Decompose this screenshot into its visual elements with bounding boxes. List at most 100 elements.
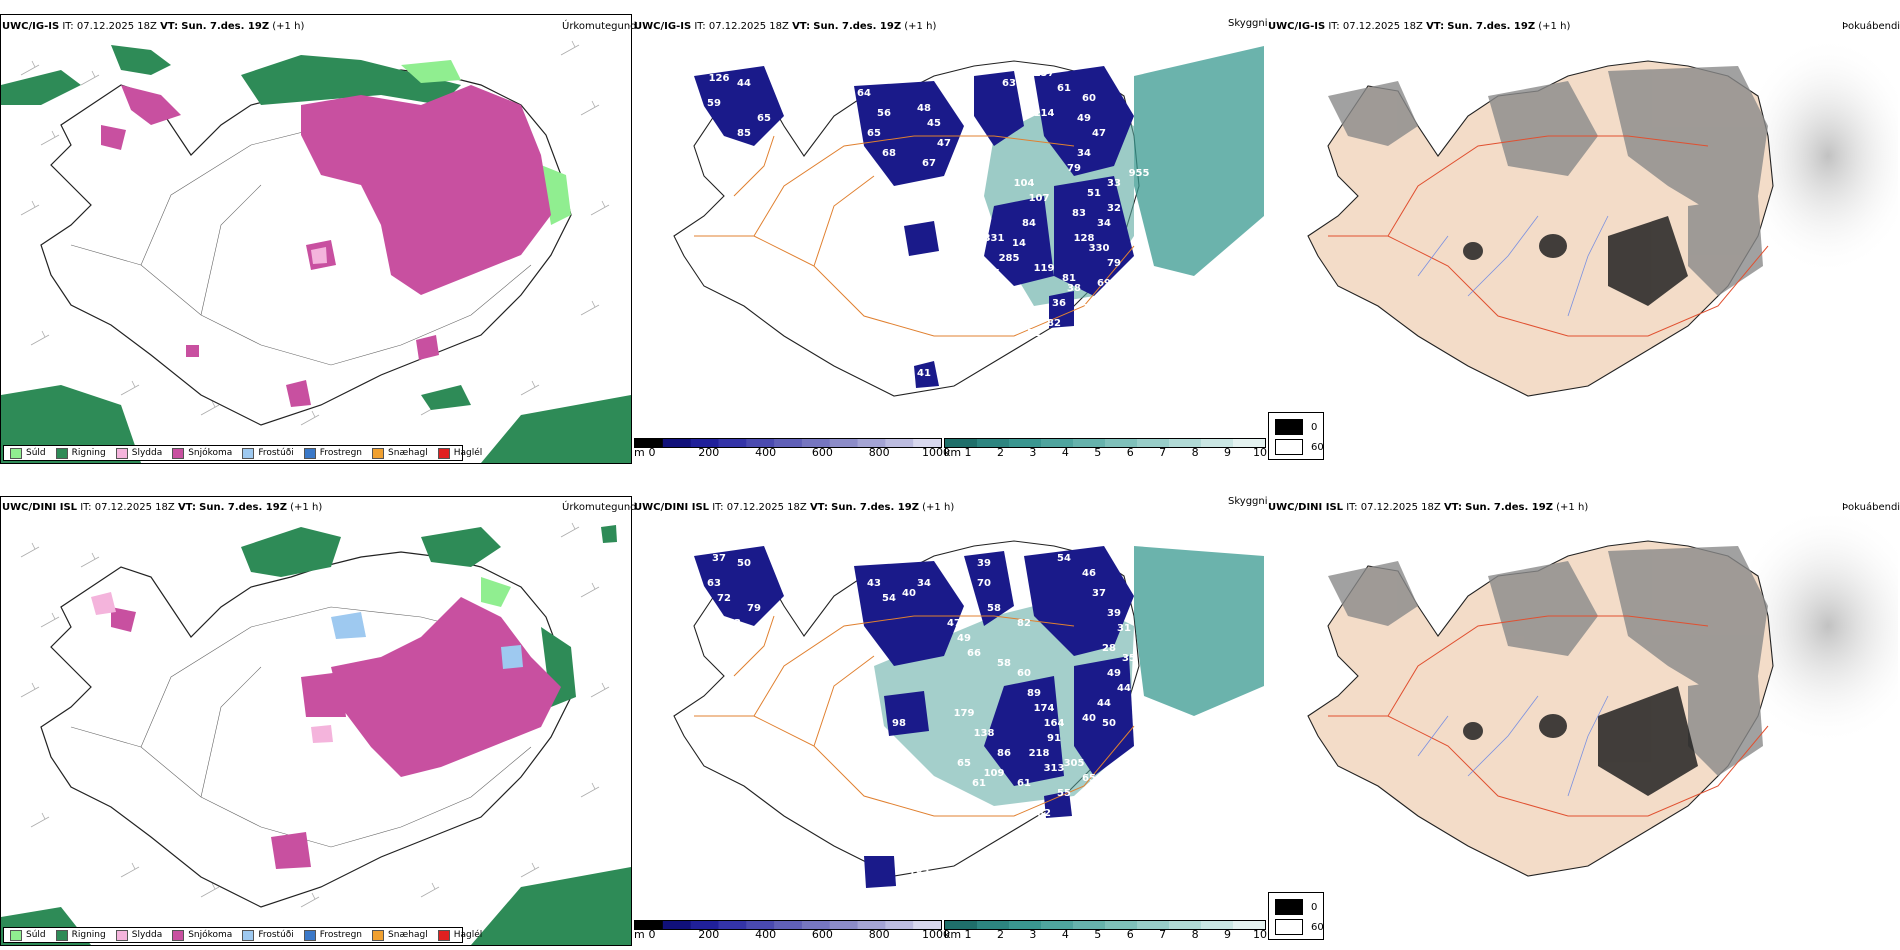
cloud-base-colorbar-top <box>634 438 942 448</box>
cloud-base-label: 61 <box>972 778 986 789</box>
fog-grey-areas <box>1328 66 1768 296</box>
colorbar-segment <box>1105 439 1138 447</box>
fog-haze <box>1738 36 1898 276</box>
colorbar-segment <box>977 439 1010 447</box>
colorbar-tick-label: 1 <box>964 446 972 459</box>
roads <box>1328 135 1769 337</box>
rivers <box>1417 215 1609 317</box>
cloud-base-label: 107 <box>1029 193 1050 204</box>
colorbar-segment <box>885 921 914 929</box>
legend-label: Frostregn <box>319 930 363 940</box>
cloud-base-label: 34 <box>1097 218 1111 229</box>
cloud-base-ticks: 0 200 400 600 800 1000 <box>634 446 951 460</box>
legend-item-rain: Rigning <box>55 929 106 941</box>
cloud-base-label: 79 <box>1107 258 1121 269</box>
cloud-base-label: 68 <box>882 148 896 159</box>
colorbar-tick-label: 8 <box>1191 446 1199 459</box>
cloud-base-label: 49 <box>1107 668 1121 679</box>
legend-label: Snjókoma <box>188 448 233 458</box>
fog-scale-value: 60 <box>1311 441 1324 453</box>
cloud-base-label: 36 <box>1052 298 1066 309</box>
cloud-title-bottom: Skyggni <box>1228 496 1268 507</box>
cloud-base-label: 60 <box>1017 668 1031 679</box>
legend-label: Súld <box>26 930 46 940</box>
cloud-base-label: 34 <box>917 578 931 589</box>
cloud-base-label: 66 <box>967 648 981 659</box>
legend-label: Haglél <box>453 930 483 940</box>
colorbar-tick-label: 1000 <box>922 446 950 459</box>
legend-item-freezing-drizzle: Frostúði <box>242 929 294 941</box>
colorbar-tick-label: 400 <box>755 446 777 459</box>
legend-swatch <box>172 929 185 941</box>
cloud-title-top: Skyggni <box>1228 18 1268 29</box>
colorbar-segment <box>1009 439 1042 447</box>
colorbar-segment <box>774 921 803 929</box>
visibility-field <box>1134 546 1264 716</box>
legend-item-sleet: Slydda <box>115 929 162 941</box>
legend-item-hail: Haglél <box>437 447 482 459</box>
cloud-base-label: 65 <box>757 113 771 124</box>
lead-time: (+1 h) <box>904 21 937 32</box>
cloud-base-label: 331 <box>984 233 1005 244</box>
colorbar-segment <box>857 921 886 929</box>
fog-scale-value: 0 <box>1311 421 1318 433</box>
init-time: IT: 07.12.2025 18Z <box>1328 21 1423 32</box>
cloud-base-label: 32 <box>1107 203 1121 214</box>
colorbar-tick-label: 5 <box>1094 446 1102 459</box>
lead-time: (+1 h) <box>272 21 305 32</box>
cloud-base-label: 44 <box>1097 698 1111 709</box>
cloud-base-label: 38 <box>1067 283 1081 294</box>
legend-item-snow-pellets: Snæhagl <box>372 929 428 941</box>
colorbar-tick-label: 0 <box>648 446 656 459</box>
colorbar-segment <box>1009 921 1042 929</box>
colorbar-segment <box>945 439 978 447</box>
init-time: IT: 07.12.2025 18Z <box>62 21 157 32</box>
cloud-base-label: 58 <box>997 658 1011 669</box>
colorbar-segment <box>1041 439 1074 447</box>
cloud-base-label: 83 <box>1072 208 1086 219</box>
legend-swatch <box>372 929 385 941</box>
rain-areas <box>1 45 631 463</box>
model-name: UWC/IG-IS <box>634 21 692 32</box>
visibility-unit: km <box>944 928 962 941</box>
precip-title-bottom: Úrkomutegund <box>562 502 637 513</box>
freezing-drizzle-areas <box>331 612 523 669</box>
legend-label: Frostregn <box>319 448 363 458</box>
cloud-base-label: 67 <box>922 158 936 169</box>
cloud-base-label: 49 <box>1077 113 1091 124</box>
colorbar-segment <box>1073 921 1106 929</box>
cloud-base-label: 45 <box>927 118 941 129</box>
cloud-base-label: 84 <box>1022 218 1036 229</box>
cloud-base-label: 330 <box>1089 243 1110 254</box>
legend-item-sleet: Slydda <box>115 447 162 459</box>
legend-item-drizzle: Súld <box>10 929 46 941</box>
colorbar-tick-label: 6 <box>1126 928 1134 941</box>
legend-swatch <box>303 447 316 459</box>
fog-scale-value: 0 <box>1311 901 1318 913</box>
colorbar-tick-label: 200 <box>698 446 720 459</box>
cloud-base-ticks: 0 200 400 600 800 1000 <box>634 928 951 942</box>
cloud-base-label: 70 <box>977 578 991 589</box>
visibility-field <box>1134 46 1264 276</box>
cloud-base-label: 955 <box>1129 168 1150 179</box>
legend-item-freezing-rain: Frostregn <box>303 929 363 941</box>
legend-label: Snæhagl <box>388 448 428 458</box>
colorbar-segment <box>635 439 664 447</box>
fog-map-top <box>1307 36 1898 397</box>
colorbar-tick-label: 600 <box>811 446 833 459</box>
valid-time-label: VT: <box>177 502 196 513</box>
legend-swatch <box>303 929 316 941</box>
sleet-areas <box>91 592 333 743</box>
colorbar-segment <box>746 439 775 447</box>
model-name: UWC/DINI ISL <box>1268 502 1344 513</box>
cloud-base-label: 56 <box>877 108 891 119</box>
colorbar-tick-label: 2 <box>996 928 1004 941</box>
colorbar-tick-label: 3 <box>1029 928 1037 941</box>
legend-swatch <box>115 929 128 941</box>
cloud-base-label: 138 <box>974 728 995 739</box>
colorbar-tick-label: 200 <box>698 928 720 941</box>
cloud-base-label: 164 <box>1044 718 1065 729</box>
visibility-ticks: 1 2 3 4 5 6 7 8 9 10 <box>944 446 1268 460</box>
init-time: IT: 07.12.2025 18Z <box>694 21 789 32</box>
cloud-base-label: 79 <box>747 603 761 614</box>
